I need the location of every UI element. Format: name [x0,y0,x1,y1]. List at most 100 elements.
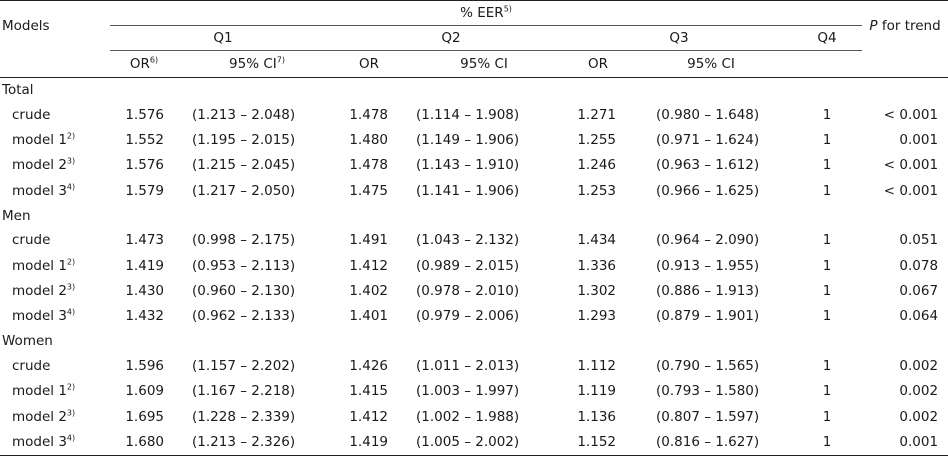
cell-q2-or: 1.412 [349,257,388,274]
header-empty [0,50,110,78]
header-q4: Q4 [792,25,863,51]
cell-q1-ci: (1.213 – 2.048) [192,106,296,123]
cell-q1-ci: (1.195 – 2.015) [192,132,296,149]
table-row: model 23) 1.576 (1.215 – 2.045) 1.478 (1.143… [0,153,948,178]
group-label: Total [2,82,34,98]
cell-p: 0.002 [899,408,939,425]
cell-p: 0.051 [899,232,939,249]
cell-q1-or: 1.430 [125,283,164,300]
cell-q4: 1 [822,106,832,123]
cell-q2-ci: (1.005 – 2.002) [402,429,566,456]
model-label: model 23) [12,282,76,300]
header-q2-ci: 95% CI [402,50,566,78]
model-label: model 23) [12,156,76,174]
cell-q3-ci: (0.913 – 1.955) [656,257,760,274]
cell-q1-ci: (1.217 – 2.050) [192,182,296,199]
cell-p: 0.002 [899,383,939,400]
group-row: Total [0,78,948,103]
table-row: model 23) 1.430 (0.960 – 2.130) 1.402 (0.978… [0,278,948,303]
cell-q3-ci: (0.807 – 1.597) [656,408,760,425]
cell-q1-or: 1.432 [125,308,164,325]
cell-q2-or: 1.491 [349,232,388,249]
cell-q1-ci: (1.213 – 2.326) [178,429,336,456]
cell-q2-ci: (1.043 – 2.132) [416,232,520,249]
group-row: Women [0,329,948,353]
cell-q2-or: 1.419 [336,429,402,456]
cell-q2-or: 1.401 [349,308,388,325]
cell-q3-or: 1.152 [566,429,630,456]
cell-q2-ci: (0.989 – 2.015) [416,257,520,274]
cell-q3-or: 1.253 [577,182,616,199]
cell-q3-or: 1.302 [577,283,616,300]
cell-q3-or: 1.434 [577,232,616,249]
model-label: model 12) [12,257,76,274]
cell-q4: 1 [822,383,832,400]
header-p-empty [862,50,948,78]
cell-q1-or: 1.552 [125,132,164,149]
cell-q1-ci: (1.167 – 2.218) [192,383,296,400]
cell-q3-ci: (0.964 – 2.090) [656,232,760,249]
cell-q2-ci: (1.011 – 2.013) [416,357,520,374]
cell-q2-ci: (1.143 – 1.910) [416,157,520,174]
cell-q1-or: 1.609 [125,383,164,400]
header-p-for-trend: P for trend [862,0,948,51]
cell-q4: 1 [822,408,832,425]
group-row: Men [0,204,948,228]
cell-q2-or: 1.478 [349,106,388,123]
cell-q2-or: 1.475 [349,182,388,199]
cell-q2-ci: (1.002 – 1.988) [416,408,520,425]
cell-q2-ci: (1.114 – 1.908) [416,106,520,123]
header-q2: Q2 [336,25,566,51]
cell-q1-ci: (0.962 – 2.133) [192,308,296,325]
cell-q3-or: 1.271 [577,106,616,123]
table-row: model 34) 1.432 (0.962 – 2.133) 1.401 (0.979… [0,304,948,329]
table-row: model 34) 1.680 (1.213 – 2.326) 1.419 (1.005… [0,429,948,456]
cell-q3-ci: (0.971 – 1.624) [656,132,760,149]
cell-q1-or: 1.576 [125,106,164,123]
cell-q3-or: 1.246 [577,157,616,174]
table-row: model 12) 1.419 (0.953 – 2.113) 1.412 (0.989… [0,253,948,278]
cell-q3-or: 1.136 [577,408,616,425]
cell-q1-or: 1.576 [125,157,164,174]
cell-q3-or: 1.336 [577,257,616,274]
cell-q1-ci: (0.960 – 2.130) [192,283,296,300]
model-label: crude [12,232,51,249]
table-body: Total crude 1.576 (1.213 – 2.048) 1.478 (1.11… [0,78,948,456]
group-label: Men [2,207,31,224]
model-label: model 12) [12,131,76,149]
cell-q2-ci: (0.978 – 2.010) [416,283,520,300]
cell-q4: 1 [822,157,832,174]
cell-p: < 0.001 [883,157,939,174]
header-eer: % EER5) [110,0,863,26]
cell-q4: 1 [822,283,832,300]
table-row: model 23) 1.695 (1.228 – 2.339) 1.412 (1.002… [0,404,948,429]
cell-p: 0.001 [862,429,948,456]
cell-p: 0.064 [899,308,939,325]
cell-p: 0.001 [899,132,939,149]
table-row: model 12) 1.552 (1.195 – 2.015) 1.480 (1.149… [0,127,948,152]
cell-q4: 1 [822,232,832,249]
model-label: crude [12,106,51,123]
cell-q2-or: 1.415 [349,383,388,400]
cell-p: < 0.001 [883,106,939,123]
cell-q2-ci: (1.141 – 1.906) [416,182,520,199]
header-q3-ci: 95% CI [630,50,792,78]
header-q1-ci: 95% CI7) [178,50,336,78]
cell-q2-or: 1.478 [349,157,388,174]
cell-q4: 1 [792,429,863,456]
model-label: crude [12,357,51,374]
model-label: model 34) [12,307,76,325]
header-q1-or: OR6) [110,50,178,78]
cell-p: 0.078 [899,257,939,274]
cell-q1-or: 1.579 [125,182,164,199]
cell-q2-or: 1.412 [349,408,388,425]
cell-q3-ci: (0.966 – 1.625) [656,182,760,199]
header-q1: Q1 [110,25,336,51]
table-row: crude 1.473 (0.998 – 2.175) 1.491 (1.043 – 2… [0,228,948,253]
cell-q3-or: 1.119 [577,383,616,400]
cell-q2-ci: (1.149 – 1.906) [416,132,520,149]
cell-q4: 1 [822,308,832,325]
cell-q3-or: 1.112 [577,357,616,374]
cell-q2-ci: (1.003 – 1.997) [416,383,520,400]
